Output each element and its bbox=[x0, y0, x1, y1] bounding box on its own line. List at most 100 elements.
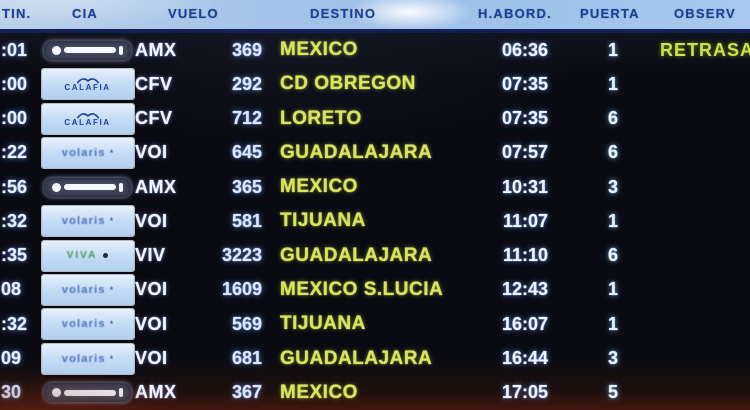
flight-number: 367 bbox=[231, 382, 262, 403]
flight-rows: :01 AMX 369 MEXICO 06:36 1 RETRASA :00 C… bbox=[0, 33, 750, 410]
flight-row: 30 AMX 367 MEXICO 17:05 5 bbox=[0, 376, 750, 410]
flight-row: :56 AMX 365 MEXICO 10:31 3 bbox=[0, 170, 750, 204]
flight-number: 1609 bbox=[221, 279, 262, 300]
airline-code: AMX bbox=[135, 382, 177, 403]
flight-number: 369 bbox=[231, 39, 262, 60]
volaris-star-icon: * bbox=[109, 319, 114, 330]
flight-number: 581 bbox=[231, 210, 262, 231]
airline-code: VIV bbox=[135, 245, 166, 266]
volaris-logo: volaris * bbox=[41, 343, 134, 374]
gate-number: 1 bbox=[607, 313, 618, 334]
airline-logo-cell: CALAFIA bbox=[40, 102, 135, 136]
destination: MEXICO bbox=[280, 176, 358, 198]
airline-logo-cell: volaris * bbox=[40, 273, 135, 307]
flight-number: 712 bbox=[231, 108, 262, 129]
boarding-time: 07:35 bbox=[501, 108, 548, 129]
scheduled-time-fragment: 09 bbox=[1, 348, 22, 369]
gate-number: 6 bbox=[607, 245, 618, 266]
boarding-time: 11:10 bbox=[502, 245, 548, 266]
airline-logo-cell: volaris * bbox=[40, 204, 135, 238]
flight-row: :22 volaris * VOI 645 GUADALAJARA 07:57 6 bbox=[0, 136, 750, 170]
flight-row: :00 CALAFIA CFV 292 CD OBREGON 07:35 1 bbox=[0, 67, 750, 101]
boarding-time: 07:35 bbox=[501, 73, 548, 94]
aeromexico-tick bbox=[119, 45, 123, 55]
airline-logo-cell bbox=[40, 33, 135, 67]
aeromexico-tick bbox=[119, 388, 123, 398]
scheduled-time-fragment: :22 bbox=[1, 142, 28, 163]
airline-code: AMX bbox=[135, 39, 177, 60]
boarding-time: 16:44 bbox=[501, 348, 548, 369]
volaris-star-icon: * bbox=[109, 216, 114, 227]
scheduled-time-fragment: :32 bbox=[1, 210, 28, 231]
flight-row: :01 AMX 369 MEXICO 06:36 1 RETRASA bbox=[0, 33, 750, 67]
flight-number: 3223 bbox=[221, 245, 262, 266]
scheduled-time-fragment: :00 bbox=[1, 73, 28, 94]
col-header-destin-cut: TIN. bbox=[2, 6, 32, 21]
volaris-logo-label: volaris bbox=[61, 318, 106, 331]
aeromexico-eagle-dot bbox=[52, 182, 61, 192]
calafia-bird-icon bbox=[76, 78, 99, 85]
destination: GUADALAJARA bbox=[280, 347, 433, 369]
airline-logo-cell bbox=[40, 170, 135, 204]
boarding-time: 11:07 bbox=[502, 210, 548, 231]
aeromexico-wordmark-bar bbox=[64, 389, 116, 396]
destination: GUADALAJARA bbox=[280, 141, 433, 163]
col-header-puerta: PUERTA bbox=[580, 6, 640, 21]
aeromexico-tick bbox=[119, 182, 123, 192]
viva-logo: VIVA bbox=[41, 240, 134, 271]
calafia-logo: CALAFIA bbox=[41, 103, 134, 134]
viva-logo-label: VIVA bbox=[66, 250, 98, 262]
col-header-vuelo: VUELO bbox=[168, 6, 219, 21]
flight-number: 365 bbox=[231, 176, 262, 197]
airline-code: AMX bbox=[135, 176, 177, 197]
flight-row: :32 volaris * VOI 569 TIJUANA 16:07 1 bbox=[0, 307, 750, 341]
airline-code: VOI bbox=[135, 210, 168, 231]
flight-number: 569 bbox=[231, 313, 262, 334]
flight-row: :00 CALAFIA CFV 712 LORETO 07:35 6 bbox=[0, 102, 750, 136]
airline-code: CFV bbox=[135, 73, 173, 94]
flight-row: :35 VIVA VIV 3223 GUADALAJARA 11:10 6 bbox=[0, 239, 750, 273]
board-header: TIN. CIA VUELO DESTINO H.ABORD. PUERTA O… bbox=[0, 0, 750, 33]
gate-number: 1 bbox=[607, 279, 618, 300]
aeromexico-wordmark-bar bbox=[64, 47, 116, 54]
flight-number: 681 bbox=[231, 348, 262, 369]
calafia-logo: CALAFIA bbox=[41, 69, 134, 100]
gate-number: 1 bbox=[607, 73, 618, 94]
aeromexico-logo-icon bbox=[44, 40, 131, 60]
gate-number: 6 bbox=[607, 108, 618, 129]
boarding-time: 17:05 bbox=[501, 382, 548, 403]
calafia-bird-icon bbox=[76, 112, 99, 119]
calafia-logo-label: CALAFIA bbox=[64, 117, 111, 127]
destination: MEXICO bbox=[280, 39, 358, 61]
destination: TIJUANA bbox=[280, 313, 366, 335]
airline-logo-cell bbox=[40, 376, 135, 410]
boarding-time: 16:07 bbox=[501, 313, 548, 334]
aeromexico-eagle-dot bbox=[52, 388, 61, 398]
airline-logo-cell: volaris * bbox=[40, 136, 135, 170]
volaris-logo-label: volaris bbox=[61, 352, 106, 365]
flight-row: 08 volaris * VOI 1609 MEXICO S.LUCIA 12:4… bbox=[0, 273, 750, 307]
volaris-logo: volaris * bbox=[41, 137, 134, 168]
volaris-logo-label: volaris bbox=[61, 146, 106, 159]
gate-number: 1 bbox=[607, 210, 618, 231]
gate-number: 5 bbox=[607, 382, 618, 403]
aeromexico-eagle-dot bbox=[52, 45, 61, 55]
col-header-observ: OBSERV bbox=[674, 6, 736, 21]
boarding-time: 06:36 bbox=[501, 39, 548, 60]
destination: MEXICO bbox=[280, 381, 358, 403]
airline-logo-cell: volaris * bbox=[40, 341, 135, 375]
flight-row: :32 volaris * VOI 581 TIJUANA 11:07 1 bbox=[0, 204, 750, 238]
scheduled-time-fragment: :00 bbox=[1, 108, 28, 129]
airline-logo-cell: VIVA bbox=[40, 239, 135, 273]
volaris-logo: volaris * bbox=[41, 274, 134, 305]
scheduled-time-fragment: :32 bbox=[1, 313, 28, 334]
gate-number: 3 bbox=[607, 176, 618, 197]
flight-number: 292 bbox=[231, 73, 262, 94]
volaris-logo: volaris * bbox=[41, 206, 134, 237]
boarding-time: 10:31 bbox=[501, 176, 548, 197]
volaris-star-icon: * bbox=[109, 147, 114, 158]
scheduled-time-fragment: :56 bbox=[1, 176, 28, 197]
destination: MEXICO S.LUCIA bbox=[280, 278, 444, 300]
airline-code: VOI bbox=[135, 313, 168, 334]
flight-number: 645 bbox=[231, 142, 262, 163]
